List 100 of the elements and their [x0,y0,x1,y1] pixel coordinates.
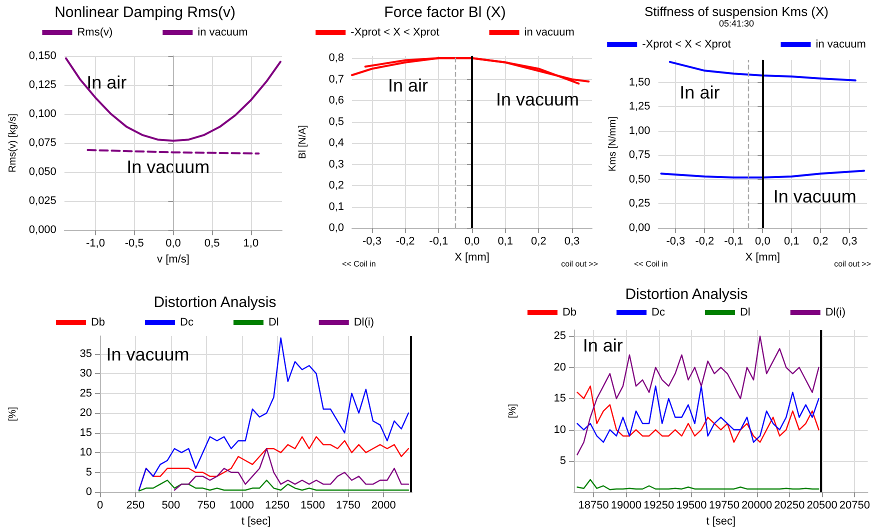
y-tick-label: 35 [80,348,92,360]
text: << Coil in [342,260,376,268]
x-tick-label: 0 [96,500,104,512]
text: coil out >> [834,260,872,268]
annotation: In vacuum [126,157,210,178]
y-tick-label: 0,7 [328,73,344,86]
legend-label: Db [90,316,106,328]
y-tick-label: 5 [86,466,92,478]
legend-label: Dl(i) [825,306,846,318]
legend-label: Dl(i) [354,316,374,328]
y-tick-label: 0,25 [628,198,650,210]
annotation: In vacuum [106,344,190,365]
x-tick-label: 1000 [230,500,254,512]
x-tick-label: 0,3 [564,236,580,248]
y-tick-label: 0 [86,486,92,498]
x-tick-label: -0,1 [724,236,744,248]
x-tick-label: 0,5 [204,238,220,250]
x-tick-label: 0,0 [755,236,770,248]
y-tick-label: 0,150 [28,50,56,62]
x-tick-label: 1500 [300,500,325,512]
y-tick-label: 20 [554,361,566,374]
y-tick-label: 10 [554,424,566,436]
y-tick-label: 0,125 [28,79,56,92]
x-tick-label: -0,5 [124,238,144,250]
x-axis-title: t [sec] [241,516,271,528]
y-tick-label: 0,1 [328,200,344,213]
x-tick-label: -0,1 [429,236,448,248]
x-tick-label: 1250 [265,500,290,512]
y-tick-label: 1,25 [628,100,650,113]
x-tick-label: 19500 [676,500,707,512]
chart-title: Distortion Analysis [154,294,276,311]
x-tick-label: -0,2 [396,236,415,248]
x-tick-label: -0,3 [362,236,382,248]
y-tick-label: 10 [80,446,92,459]
y-tick-label: 15 [80,426,92,439]
y-tick-label: 0,050 [28,166,56,178]
y-tick-label: 0,00 [628,222,650,234]
y-tick-label: 0,4 [328,137,344,150]
x-tick-label: -0,2 [695,236,714,248]
y-tick-label: 0,6 [328,94,344,107]
x-tick-label: 0,1 [784,236,800,248]
x-tick-label: 20500 [806,500,838,512]
y-tick-label: 0,3 [328,158,344,170]
y-tick-label: 0,025 [28,195,56,208]
x-tick-label: 750 [197,500,216,512]
y-axis-title: Bl [N/A] [298,124,308,159]
y-tick-label: 30 [80,368,92,380]
legend-label: Dc [652,306,666,318]
annotation: In air [86,72,127,93]
x-tick-label: 18750 [578,500,609,512]
y-tick-label: 0,5 [328,116,344,128]
annotation: In air [582,336,623,356]
y-tick-label: 0,0 [328,222,344,234]
x-tick-label: 250 [126,500,145,512]
x-axis-title: v [m/s] [157,254,190,266]
x-tick-label: 1750 [336,500,360,512]
annotation: In vacuum [496,89,580,110]
legend-label: Rms(v) [77,26,113,38]
x-tick-label: 20750 [839,500,870,512]
x-tick-label: -1,0 [86,238,105,250]
x-tick-label: 0,2 [812,236,828,248]
x-axis-title: X [mm] [745,251,780,264]
legend-label: -Xprot < X < Xprot [642,38,731,50]
y-tick-label: 0,75 [628,149,650,162]
x-tick-label: 19000 [610,500,642,512]
x-axis-title: X [mm] [454,251,490,264]
legend-label: Db [562,306,577,318]
x-tick-label: 0,0 [166,238,181,250]
y-tick-label: 1,00 [628,124,650,137]
y-axis-title: [%] [8,406,18,422]
y-axis-title: Rms(v) [kg/s] [8,113,18,172]
y-tick-label: 5 [560,454,566,467]
legend-label: Dc [180,316,194,328]
y-tick-label: 0,075 [28,137,56,150]
text: << Coil in [634,260,668,268]
x-tick-label: 20250 [774,500,805,512]
x-tick-label: -0,3 [666,236,686,248]
legend-label: -Xprot < X < Xprot [350,26,440,38]
chart-title: Force factor Bl (X) [384,4,506,21]
y-tick-label: 15 [554,392,566,405]
y-axis-title: [%] [508,404,518,418]
y-tick-label: 25 [554,330,566,342]
x-axis-title: t [sec] [706,516,736,528]
y-tick-label: 0,2 [328,180,344,192]
y-tick-label: 1,50 [628,76,650,88]
x-tick-label: 500 [162,500,180,512]
chart-subtitle: 05:41:30 [718,18,754,28]
y-tick-label: 25 [80,387,92,400]
y-axis-title: Kms [N/mm] [608,116,618,172]
legend-label: Dl [268,316,279,328]
x-tick-label: 0,3 [842,236,858,248]
y-tick-label: 0,000 [28,224,56,236]
y-tick-label: 20 [80,407,92,420]
annotation: In vacuum [773,186,856,207]
chart-title: Nonlinear Damping Rms(v) [54,4,236,21]
text: coil out >> [561,260,598,268]
x-tick-label: 1,0 [243,238,259,250]
legend-label: in vacuum [816,38,866,50]
x-tick-label: 20000 [741,500,772,512]
x-tick-label: 0,2 [531,236,546,248]
